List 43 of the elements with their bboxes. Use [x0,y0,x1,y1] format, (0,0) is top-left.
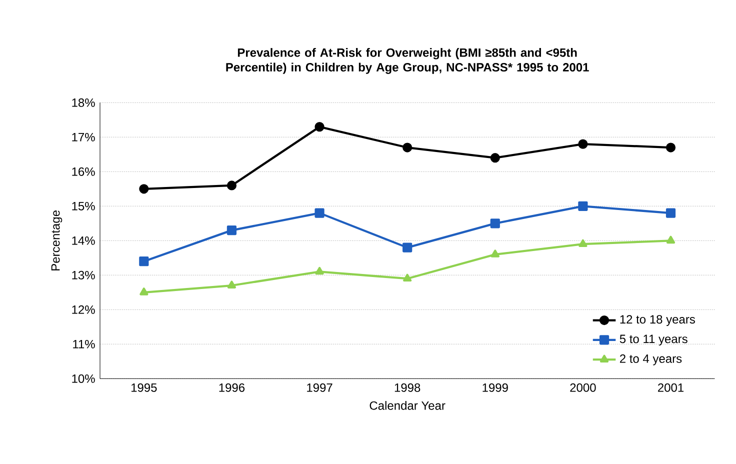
y-tick-label: 11% [73,340,95,348]
point [402,242,412,252]
x-tick-label: 1998 [394,383,420,392]
y-tick-label: 13% [72,270,95,280]
x-tick-label: 1999 [482,383,508,392]
x-tick-label: 1997 [307,383,332,392]
point [490,218,500,228]
y-tick-label: 17% [72,132,95,142]
legend-label: 12 to 18 years [620,315,695,326]
y-tick-label: 15% [72,202,95,210]
legend-label: 5 to 11 years [620,334,688,346]
x-tick-label: 2001 [658,383,684,392]
point [402,142,412,152]
point [666,236,676,244]
point [490,153,500,163]
y-tick-label: 16% [72,167,95,176]
x-tick-label: 1995 [131,383,157,392]
point [226,180,237,190]
point [314,122,324,132]
legend-label: 2 to 4 years [620,354,682,366]
point [578,239,588,248]
x-tick-label: 2000 [570,383,596,392]
point [227,280,236,288]
y-tick-label: 12% [72,305,95,314]
y-tick-label: 14% [72,236,95,245]
point [140,288,148,296]
y-tick-label: 10% [72,374,95,383]
point [666,208,676,218]
point [490,250,500,258]
y-axis-title: Percentage [51,210,62,270]
point [139,256,149,266]
point [314,208,324,218]
point [315,266,324,275]
x-axis-title: Calendar Year [370,401,446,410]
point [578,201,588,211]
point [578,139,588,149]
point [139,184,149,194]
point [666,142,676,152]
point [226,226,237,236]
chart-title: Prevalence of At-Risk for Overweight (BMI ≥85th and <95th Percentile) in Children by Age Group, NC-NPASS* 1995 to 2001 [226,48,589,74]
point [403,274,412,282]
x-tick-label: 1996 [219,383,245,392]
y-tick-label: 18% [72,98,95,107]
